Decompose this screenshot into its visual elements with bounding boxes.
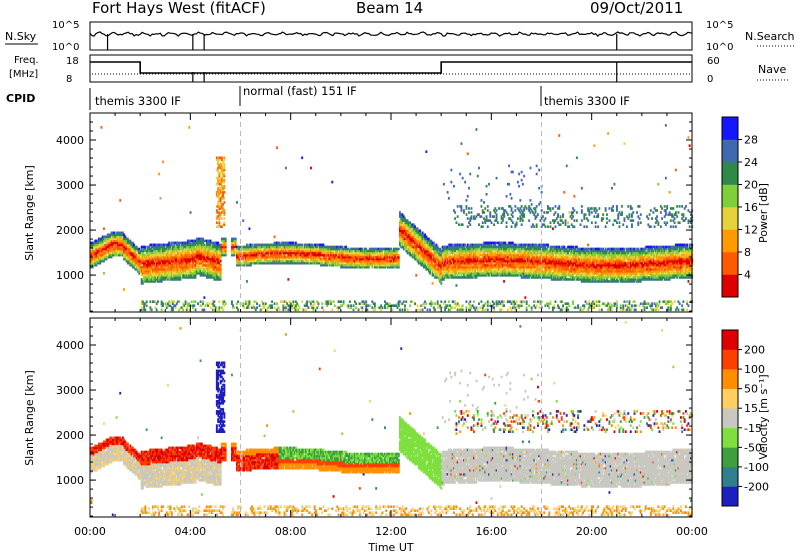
colorbar-swatch <box>722 139 738 163</box>
power-panel: 1000 2000 3000 4000 Slant Range [km] <box>23 112 694 313</box>
x-tick-label: 04:00 <box>174 525 206 538</box>
colorbar-tick-label: 24 <box>744 156 758 169</box>
cpid-segment-3: themis 3300 IF <box>544 94 630 108</box>
colorbar-swatch <box>722 330 738 350</box>
freq-trace <box>90 61 692 74</box>
colorbar-tick-label: 50 <box>744 383 758 396</box>
velocity-colorbar-label: Velocity [m s⁻¹] <box>757 374 770 459</box>
nsky-tick-top: 10^5 <box>52 20 79 31</box>
velocity-colorbar: 200 100 50 15 -15 -50 -100 -200 <box>721 329 769 507</box>
nsky-label: N.Sky <box>5 30 37 43</box>
freq-panel: Freq. [MHz] 18 8 60 0 Nave <box>9 54 790 85</box>
x-axis-label: Time UT <box>367 541 413 554</box>
nsky-panel: N.Sky 10^5 10^0 10^5 10^0 N.Search <box>5 20 795 82</box>
colorbar-swatch <box>722 427 738 448</box>
nave-label: Nave <box>758 63 786 76</box>
nave-tick-bottom: 0 <box>707 74 713 85</box>
colorbar-tick-label: 20 <box>744 179 758 192</box>
freq-unit: [MHz] <box>9 69 38 80</box>
colorbar-tick-label: 200 <box>744 344 765 357</box>
cpid-segment-1: themis 3300 IF <box>95 94 181 108</box>
colorbar-tick-label: 16 <box>744 201 758 214</box>
nsearch-tick-bottom: 10^0 <box>706 42 733 53</box>
colorbar-tick-label: 100 <box>744 363 765 376</box>
power-colorbar-label: Power [dB] <box>757 183 770 243</box>
x-tick-label: 12:00 <box>375 525 407 538</box>
colorbar-tick-label: -50 <box>744 441 762 454</box>
colorbar-swatch <box>722 369 738 389</box>
y-tick-label: 3000 <box>56 384 84 397</box>
beam-title: Beam 14 <box>356 0 423 17</box>
x-tick-label: 08:00 <box>275 525 307 538</box>
y-tick-label: 4000 <box>56 339 84 352</box>
nsky-tick-bottom: 10^0 <box>52 42 79 53</box>
colorbar-swatch <box>722 447 738 468</box>
y-tick-label: 1000 <box>56 474 84 487</box>
colorbar-tick-label: 8 <box>744 246 751 259</box>
colorbar-swatch <box>722 184 738 208</box>
cpid-label: CPID <box>6 92 35 105</box>
colorbar-tick-label: 28 <box>744 134 758 147</box>
colorbar-swatch <box>722 486 738 507</box>
colorbar-swatch <box>722 117 738 140</box>
y-tick-label: 1000 <box>56 269 84 282</box>
colorbar-tick-label: 12 <box>744 224 758 237</box>
x-tick-label: 00:00 <box>74 525 106 538</box>
freq-label: Freq. <box>14 55 39 66</box>
colorbar-swatch <box>722 408 738 429</box>
y-tick-label: 2000 <box>56 429 84 442</box>
x-tick-label: 16:00 <box>475 525 507 538</box>
colorbar-swatch <box>722 349 738 370</box>
colorbar-swatch <box>722 388 738 409</box>
colorbar-tick-label: -15 <box>744 422 762 435</box>
nsearch-label: N.Search <box>745 30 795 43</box>
velocity-ylabel: Slant Range [km] <box>23 370 36 466</box>
colorbar-swatch <box>722 466 738 487</box>
colorbar-swatch <box>722 162 738 185</box>
colorbar-swatch <box>722 207 738 230</box>
y-tick-label: 2000 <box>56 224 84 237</box>
colorbar-swatch <box>722 274 738 298</box>
colorbar-tick-label: -100 <box>744 461 769 474</box>
nsky-trace <box>89 31 693 37</box>
cpid-segment-2: normal (fast) 151 IF <box>243 84 357 98</box>
y-tick-label: 4000 <box>56 134 84 147</box>
colorbar-swatch <box>722 252 738 275</box>
freq-tick-bottom: 8 <box>66 74 72 85</box>
power-ylabel: Slant Range [km] <box>23 165 36 261</box>
nave-tick-top: 60 <box>707 56 720 67</box>
y-tick-label: 3000 <box>56 179 84 192</box>
x-tick-label: 00:00 <box>676 525 708 538</box>
x-tick-label: 20:00 <box>576 525 608 538</box>
station-title: Fort Hays West (fitACF) <box>92 0 266 17</box>
colorbar-tick-label: -200 <box>744 480 769 493</box>
date-title: 09/Oct/2011 <box>590 0 683 17</box>
freq-tick-top: 18 <box>66 56 79 67</box>
cpid-row: CPID themis 3300 IF normal (fast) 151 IF… <box>6 84 630 110</box>
colorbar-swatch <box>722 229 738 253</box>
nsearch-tick-top: 10^5 <box>706 20 733 31</box>
power-colorbar: 28 24 20 16 12 8 4 <box>721 116 758 298</box>
velocity-panel: 1000 2000 3000 4000 00:00 04:00 08:00 12:00 16:0… <box>23 317 708 554</box>
colorbar-tick-label: 4 <box>744 269 751 282</box>
colorbar-tick-label: 15 <box>744 402 758 415</box>
